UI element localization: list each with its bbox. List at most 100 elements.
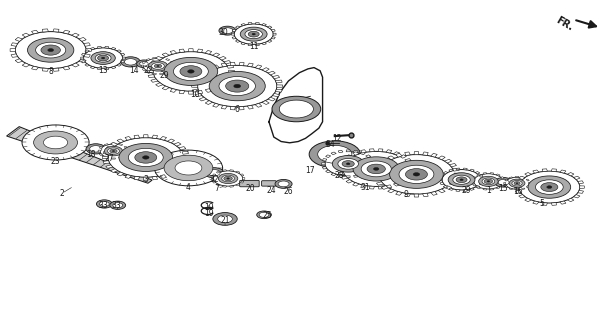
- Polygon shape: [156, 83, 163, 86]
- Polygon shape: [388, 156, 395, 160]
- Circle shape: [137, 60, 152, 68]
- Text: 26: 26: [284, 187, 293, 196]
- Polygon shape: [213, 103, 219, 107]
- Circle shape: [338, 158, 359, 169]
- Polygon shape: [142, 61, 145, 64]
- Circle shape: [343, 151, 410, 187]
- Polygon shape: [148, 75, 155, 77]
- Text: 33: 33: [112, 201, 122, 210]
- Polygon shape: [580, 186, 584, 188]
- Polygon shape: [162, 86, 169, 90]
- Circle shape: [516, 183, 518, 184]
- Polygon shape: [227, 75, 233, 77]
- Polygon shape: [396, 153, 402, 157]
- Polygon shape: [125, 175, 131, 178]
- Polygon shape: [346, 176, 350, 178]
- Polygon shape: [408, 163, 414, 166]
- Polygon shape: [124, 146, 128, 148]
- Polygon shape: [472, 184, 476, 186]
- Circle shape: [41, 45, 60, 55]
- Polygon shape: [84, 54, 90, 57]
- Polygon shape: [255, 65, 262, 69]
- Polygon shape: [112, 158, 115, 159]
- Polygon shape: [370, 159, 374, 161]
- Polygon shape: [142, 68, 145, 71]
- Polygon shape: [205, 101, 213, 105]
- Polygon shape: [212, 174, 216, 176]
- Polygon shape: [224, 79, 231, 82]
- Polygon shape: [147, 70, 153, 73]
- Polygon shape: [166, 59, 170, 61]
- Polygon shape: [346, 155, 353, 158]
- Polygon shape: [374, 178, 380, 180]
- Text: 4: 4: [186, 183, 191, 192]
- Circle shape: [541, 183, 558, 192]
- Circle shape: [157, 65, 159, 67]
- Polygon shape: [273, 76, 280, 79]
- Circle shape: [453, 175, 470, 184]
- Polygon shape: [386, 185, 392, 188]
- Text: 16: 16: [513, 187, 522, 196]
- Circle shape: [213, 212, 237, 225]
- Polygon shape: [230, 186, 233, 187]
- Polygon shape: [338, 175, 343, 177]
- Circle shape: [48, 49, 54, 52]
- Polygon shape: [103, 151, 109, 154]
- Polygon shape: [574, 176, 580, 180]
- Text: 2: 2: [59, 189, 64, 198]
- FancyBboxPatch shape: [262, 181, 276, 186]
- Polygon shape: [229, 70, 234, 73]
- Polygon shape: [505, 186, 508, 188]
- Text: 24: 24: [266, 186, 276, 195]
- Polygon shape: [141, 65, 144, 67]
- Polygon shape: [236, 184, 240, 186]
- Circle shape: [91, 52, 115, 64]
- Circle shape: [43, 136, 68, 149]
- Polygon shape: [521, 177, 525, 179]
- Polygon shape: [456, 168, 460, 170]
- Circle shape: [456, 177, 467, 183]
- Polygon shape: [235, 40, 240, 42]
- Circle shape: [110, 201, 126, 209]
- Polygon shape: [365, 155, 371, 157]
- Polygon shape: [239, 62, 244, 66]
- Polygon shape: [15, 37, 23, 41]
- Polygon shape: [11, 54, 18, 57]
- Text: 6: 6: [235, 105, 240, 114]
- Polygon shape: [152, 176, 158, 180]
- Polygon shape: [100, 146, 103, 148]
- Polygon shape: [414, 152, 419, 155]
- Polygon shape: [162, 53, 169, 57]
- Polygon shape: [98, 150, 100, 152]
- Polygon shape: [453, 178, 459, 180]
- Circle shape: [367, 164, 386, 174]
- Polygon shape: [117, 64, 122, 66]
- Polygon shape: [232, 33, 234, 35]
- Circle shape: [135, 152, 157, 163]
- Polygon shape: [146, 71, 150, 73]
- Circle shape: [413, 172, 420, 176]
- Polygon shape: [199, 71, 207, 75]
- Polygon shape: [85, 50, 89, 52]
- Polygon shape: [472, 180, 474, 182]
- Polygon shape: [156, 56, 163, 60]
- Polygon shape: [71, 63, 79, 67]
- Polygon shape: [449, 169, 453, 172]
- Polygon shape: [405, 159, 411, 162]
- Polygon shape: [153, 73, 156, 75]
- Polygon shape: [117, 50, 122, 52]
- Polygon shape: [496, 187, 500, 189]
- Polygon shape: [84, 43, 90, 46]
- Circle shape: [219, 76, 255, 96]
- Polygon shape: [353, 150, 358, 153]
- Polygon shape: [223, 170, 227, 171]
- Polygon shape: [353, 183, 359, 186]
- Polygon shape: [255, 22, 259, 24]
- Circle shape: [272, 96, 321, 122]
- Polygon shape: [146, 59, 150, 61]
- Polygon shape: [170, 89, 177, 92]
- Polygon shape: [378, 186, 383, 189]
- Polygon shape: [81, 60, 86, 63]
- Text: 19: 19: [204, 203, 214, 212]
- Polygon shape: [568, 172, 574, 176]
